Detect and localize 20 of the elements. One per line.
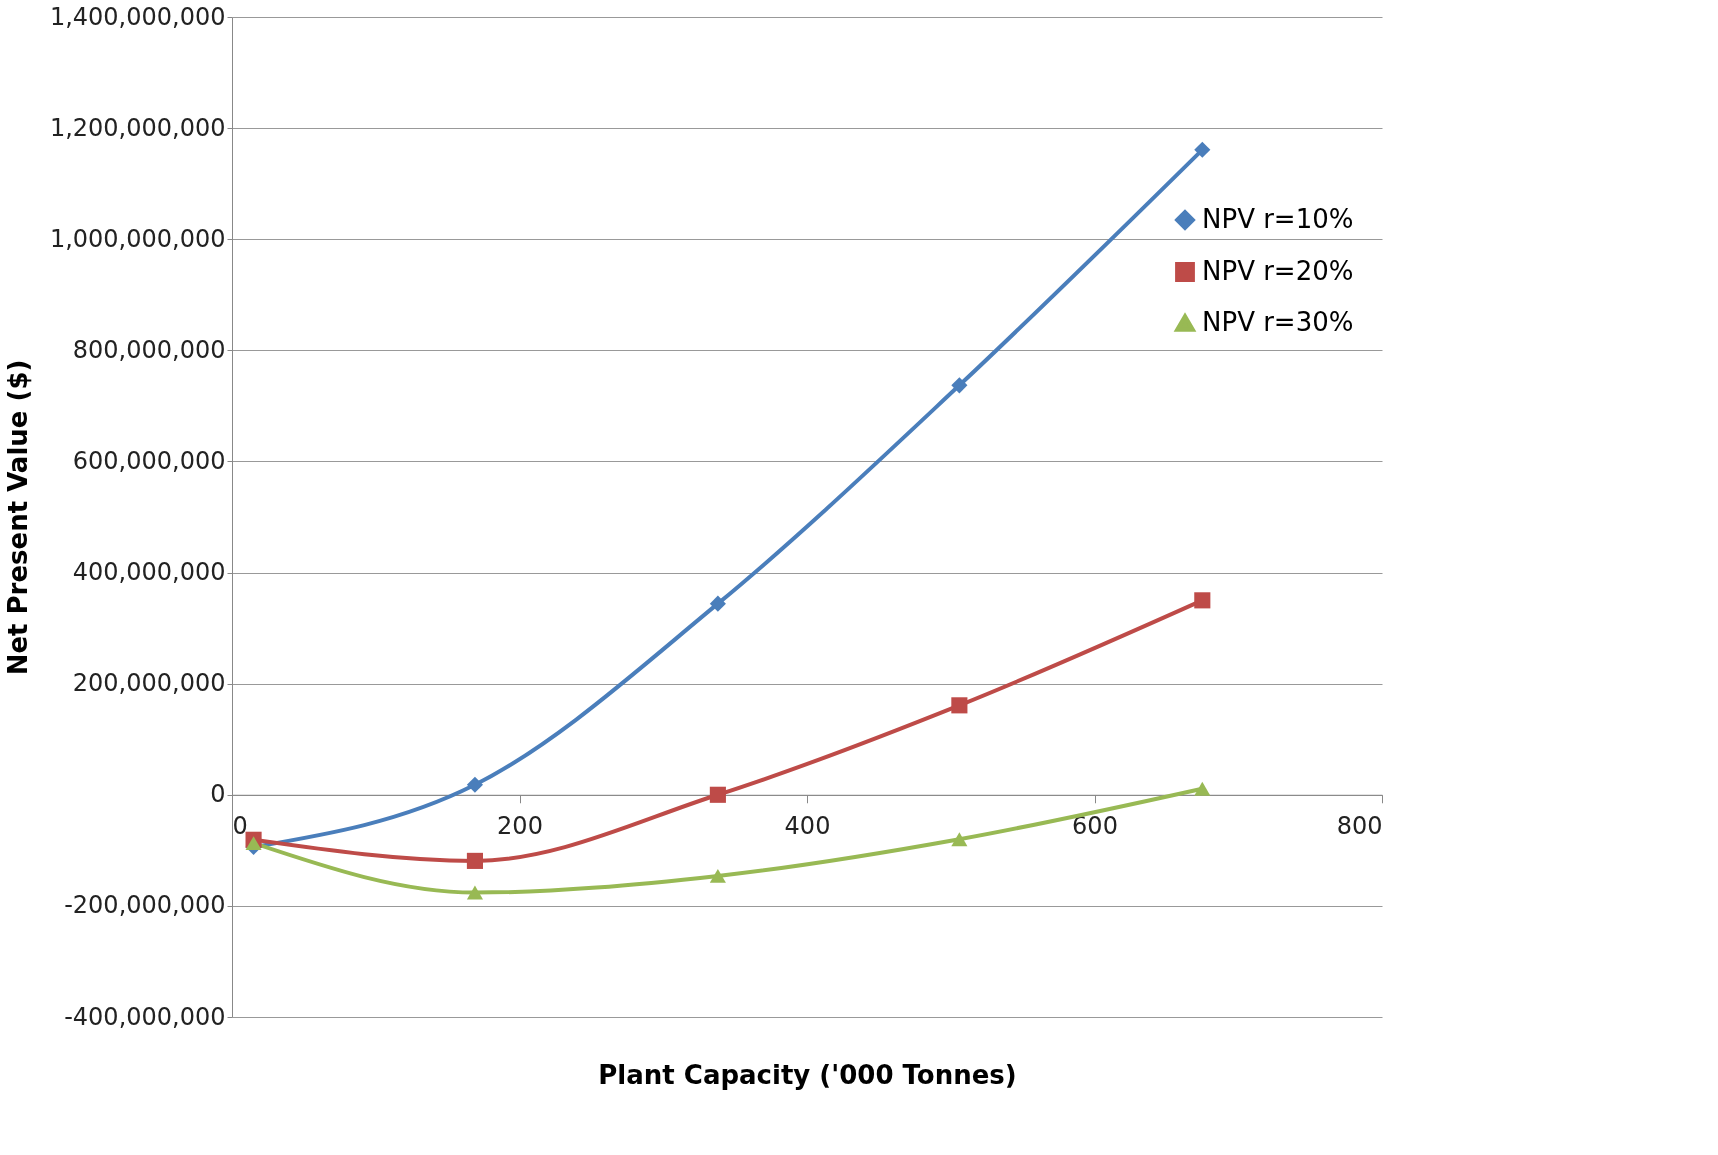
y-tick-label: 0 xyxy=(210,780,226,809)
y-tick-label: 600,000,000 xyxy=(72,446,226,475)
y-tick-label: -200,000,000 xyxy=(64,891,226,920)
y-axis-title: Net Present Value ($) xyxy=(2,359,33,676)
y-tick-label: 400,000,000 xyxy=(72,558,226,587)
x-tick-label: 200 xyxy=(497,812,543,841)
legend-label: NPV r=10% xyxy=(1202,204,1354,234)
x-tick-label: 600 xyxy=(1072,812,1118,841)
y-tick-label: 1,200,000,000 xyxy=(49,113,226,142)
legend-label: NPV r=20% xyxy=(1202,256,1354,286)
x-tick-label: 400 xyxy=(784,812,831,841)
x-axis-title: Plant Capacity ('000 Tonnes) xyxy=(598,1059,1017,1090)
y-tick-label: -400,000,000 xyxy=(64,1002,226,1031)
y-tick-label: 1,400,000,000 xyxy=(49,2,226,31)
legend-label: NPV r=30% xyxy=(1202,307,1354,337)
y-tick-label: 200,000,000 xyxy=(72,669,226,698)
x-tick-label: 800 xyxy=(1336,812,1383,841)
y-tick-label: 1,000,000,000 xyxy=(49,224,226,253)
y-tick-label: 800,000,000 xyxy=(72,335,226,364)
x-tick-label: 0 xyxy=(232,812,248,841)
